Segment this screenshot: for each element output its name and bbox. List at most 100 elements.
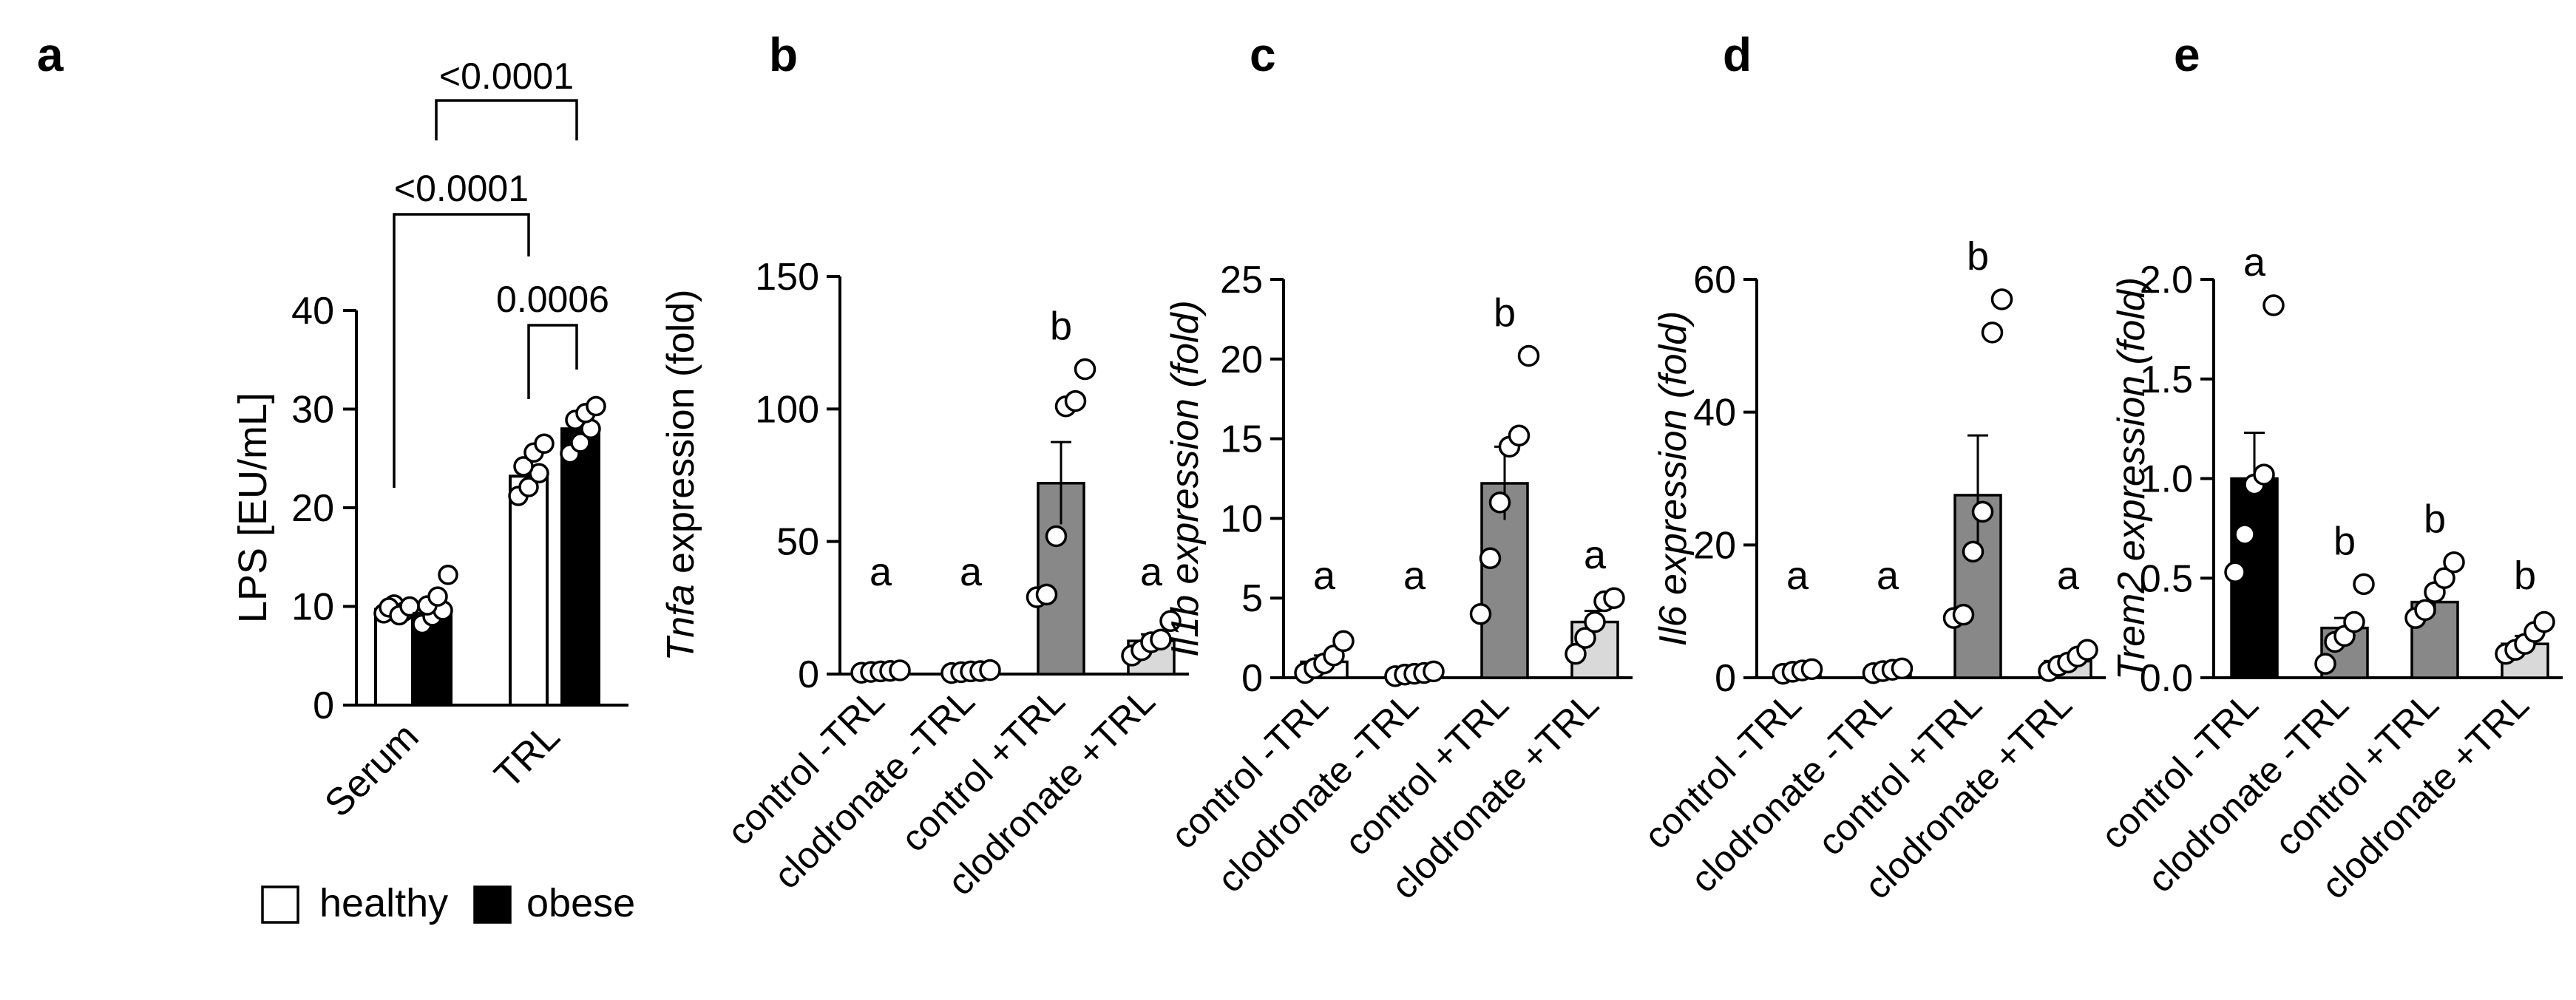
panel-b-ytick-label: 100 xyxy=(755,388,819,431)
panel-c-data-point xyxy=(1423,660,1445,683)
panel-a-bar xyxy=(374,608,414,707)
panel-a-category-label: Serum xyxy=(316,715,427,825)
panel-a-ytick-label: 40 xyxy=(291,290,334,333)
panel-c-data-point xyxy=(1574,627,1596,649)
panel-b-ylabel-rest: expression (fold) xyxy=(660,290,702,585)
panel-b-group-letter: a xyxy=(870,550,892,594)
panel-e-data-point xyxy=(2414,599,2436,622)
panel-c-data-point xyxy=(1517,344,1540,367)
panel-e-group-letter: a xyxy=(2243,240,2266,285)
panel-a-data-point xyxy=(513,456,534,477)
panel-a-data-point xyxy=(586,395,606,417)
panel-a-bar xyxy=(560,427,600,707)
panel-d-group-letter: b xyxy=(1967,234,1989,279)
panel-e-ylabel: Trem2 expression (fold) xyxy=(2110,277,2153,680)
panel-c-data-point xyxy=(1603,587,1625,609)
panel-b-data-point xyxy=(889,659,911,681)
panel-d-ytick-label: 0 xyxy=(1715,657,1736,700)
panel-e-group-letter: b xyxy=(2424,497,2446,542)
panel-c-ytick-label: 25 xyxy=(1220,259,1263,302)
panel-c-data-point xyxy=(1332,630,1355,653)
panel-d-group-letter: a xyxy=(1877,554,1899,598)
panel-d-data-point xyxy=(1971,500,1994,523)
panel-b-ytick-label: 0 xyxy=(798,653,819,696)
panel-d-ytick-label: 60 xyxy=(1693,259,1736,302)
panel-c-ytick-label: 15 xyxy=(1220,418,1263,461)
panel-e-data-point xyxy=(2433,567,2455,589)
panel-a-ytick-label: 30 xyxy=(291,389,334,432)
panel-c-ytick-label: 0 xyxy=(1241,657,1263,700)
panel-d-group-letter: a xyxy=(2057,554,2080,598)
panel-c-group-letter: a xyxy=(1584,533,1607,577)
panel-e-ytick-label: 1.5 xyxy=(2140,358,2193,401)
panel-c-data-point xyxy=(1469,603,1492,625)
legend-healthy-label: healthy xyxy=(319,881,448,925)
panel-a-bar xyxy=(509,475,549,707)
panel-e-data-point xyxy=(2343,610,2365,633)
panel-a-p-value: <0.0001 xyxy=(394,168,529,209)
panel-e-ylabel-italic: Trem2 expression (fold) xyxy=(2110,277,2153,680)
panel-a-ytick-label: 10 xyxy=(291,586,334,629)
panel-d-data-point xyxy=(2076,639,2098,661)
panel-label-c: c xyxy=(1250,28,1276,81)
panel-e-data-point xyxy=(2224,561,2246,583)
panel-b-data-point xyxy=(1064,390,1087,412)
panel-d-data-point xyxy=(1990,288,2013,310)
panel-b-ytick-label: 50 xyxy=(776,521,819,564)
panel-a-p-value: <0.0001 xyxy=(439,55,574,97)
panel-b-data-point xyxy=(1159,610,1182,633)
panel-e-data-point xyxy=(2253,463,2275,486)
panel-e-ytick-label: 0.5 xyxy=(2140,557,2193,600)
panel-e-ytick-label: 0.0 xyxy=(2140,657,2193,700)
panel-d-ytick-label: 40 xyxy=(1693,392,1736,435)
panel-c-ytick-label: 10 xyxy=(1220,497,1263,540)
panel-e-data-point xyxy=(2234,523,2256,545)
panel-label-d: d xyxy=(1723,28,1752,81)
legend-obese-label: obese xyxy=(526,881,635,925)
panel-c-data-point xyxy=(1508,424,1531,447)
legend-healthy-swatch xyxy=(261,885,299,924)
panel-a-data-point xyxy=(570,432,591,453)
panel-b-data-point xyxy=(1045,525,1068,548)
panel-a-category-label: TRL xyxy=(487,715,568,796)
panel-c-group-letter: b xyxy=(1494,290,1516,335)
panel-e-data-point xyxy=(2314,653,2336,675)
legend-obese-swatch xyxy=(473,885,512,924)
panel-a-significance-bracket xyxy=(393,213,530,488)
panel-e-data-point xyxy=(2353,573,2375,596)
panel-b-data-point xyxy=(1150,628,1172,651)
panel-label-e: e xyxy=(2174,28,2200,81)
panel-c-ytick-label: 5 xyxy=(1241,577,1263,620)
panel-c-data-point xyxy=(1584,610,1606,633)
panel-c-data-point xyxy=(1488,492,1511,514)
panel-b-data-point xyxy=(979,659,1001,681)
panel-e-group-letter: b xyxy=(2514,554,2536,598)
panel-label-a: a xyxy=(37,28,64,81)
panel-c-data-point xyxy=(1565,642,1587,665)
panel-a-significance-bracket xyxy=(527,324,578,399)
panel-a-data-point xyxy=(438,565,458,585)
panel-label-b: b xyxy=(769,28,798,81)
panel-d-ylabel: Il6 expression (fold) xyxy=(1652,311,1695,647)
panel-a-data-point xyxy=(427,586,448,607)
panel-d-data-point xyxy=(1962,540,1984,563)
panel-b-ytick-label: 150 xyxy=(755,256,819,299)
panel-b-ylabel: Tnfa expression (fold) xyxy=(660,290,702,661)
panel-d-data-point xyxy=(1952,603,1975,626)
panel-c-data-point xyxy=(1479,547,1502,570)
panel-d-data-point xyxy=(1981,322,2004,344)
panel-c-ytick-label: 20 xyxy=(1220,339,1263,381)
panel-c-group-letter: a xyxy=(1313,554,1336,598)
panel-b-group-letter: a xyxy=(960,550,983,594)
panel-e-ytick-label: 1.0 xyxy=(2140,458,2193,501)
panel-b-data-point xyxy=(1035,583,1058,606)
panel-d-data-point xyxy=(1891,657,1914,680)
panel-e-data-point xyxy=(2443,551,2465,574)
panel-a-significance-bracket xyxy=(435,99,578,140)
panel-e-ytick-label: 2.0 xyxy=(2140,259,2193,302)
panel-a-ylabel: LPS [EU/mL] xyxy=(231,392,275,623)
panel-b-group-letter: b xyxy=(1050,305,1072,349)
panel-d-ylabel-italic: Il6 expression (fold) xyxy=(1652,311,1695,647)
panel-a-ytick-label: 0 xyxy=(313,684,334,727)
